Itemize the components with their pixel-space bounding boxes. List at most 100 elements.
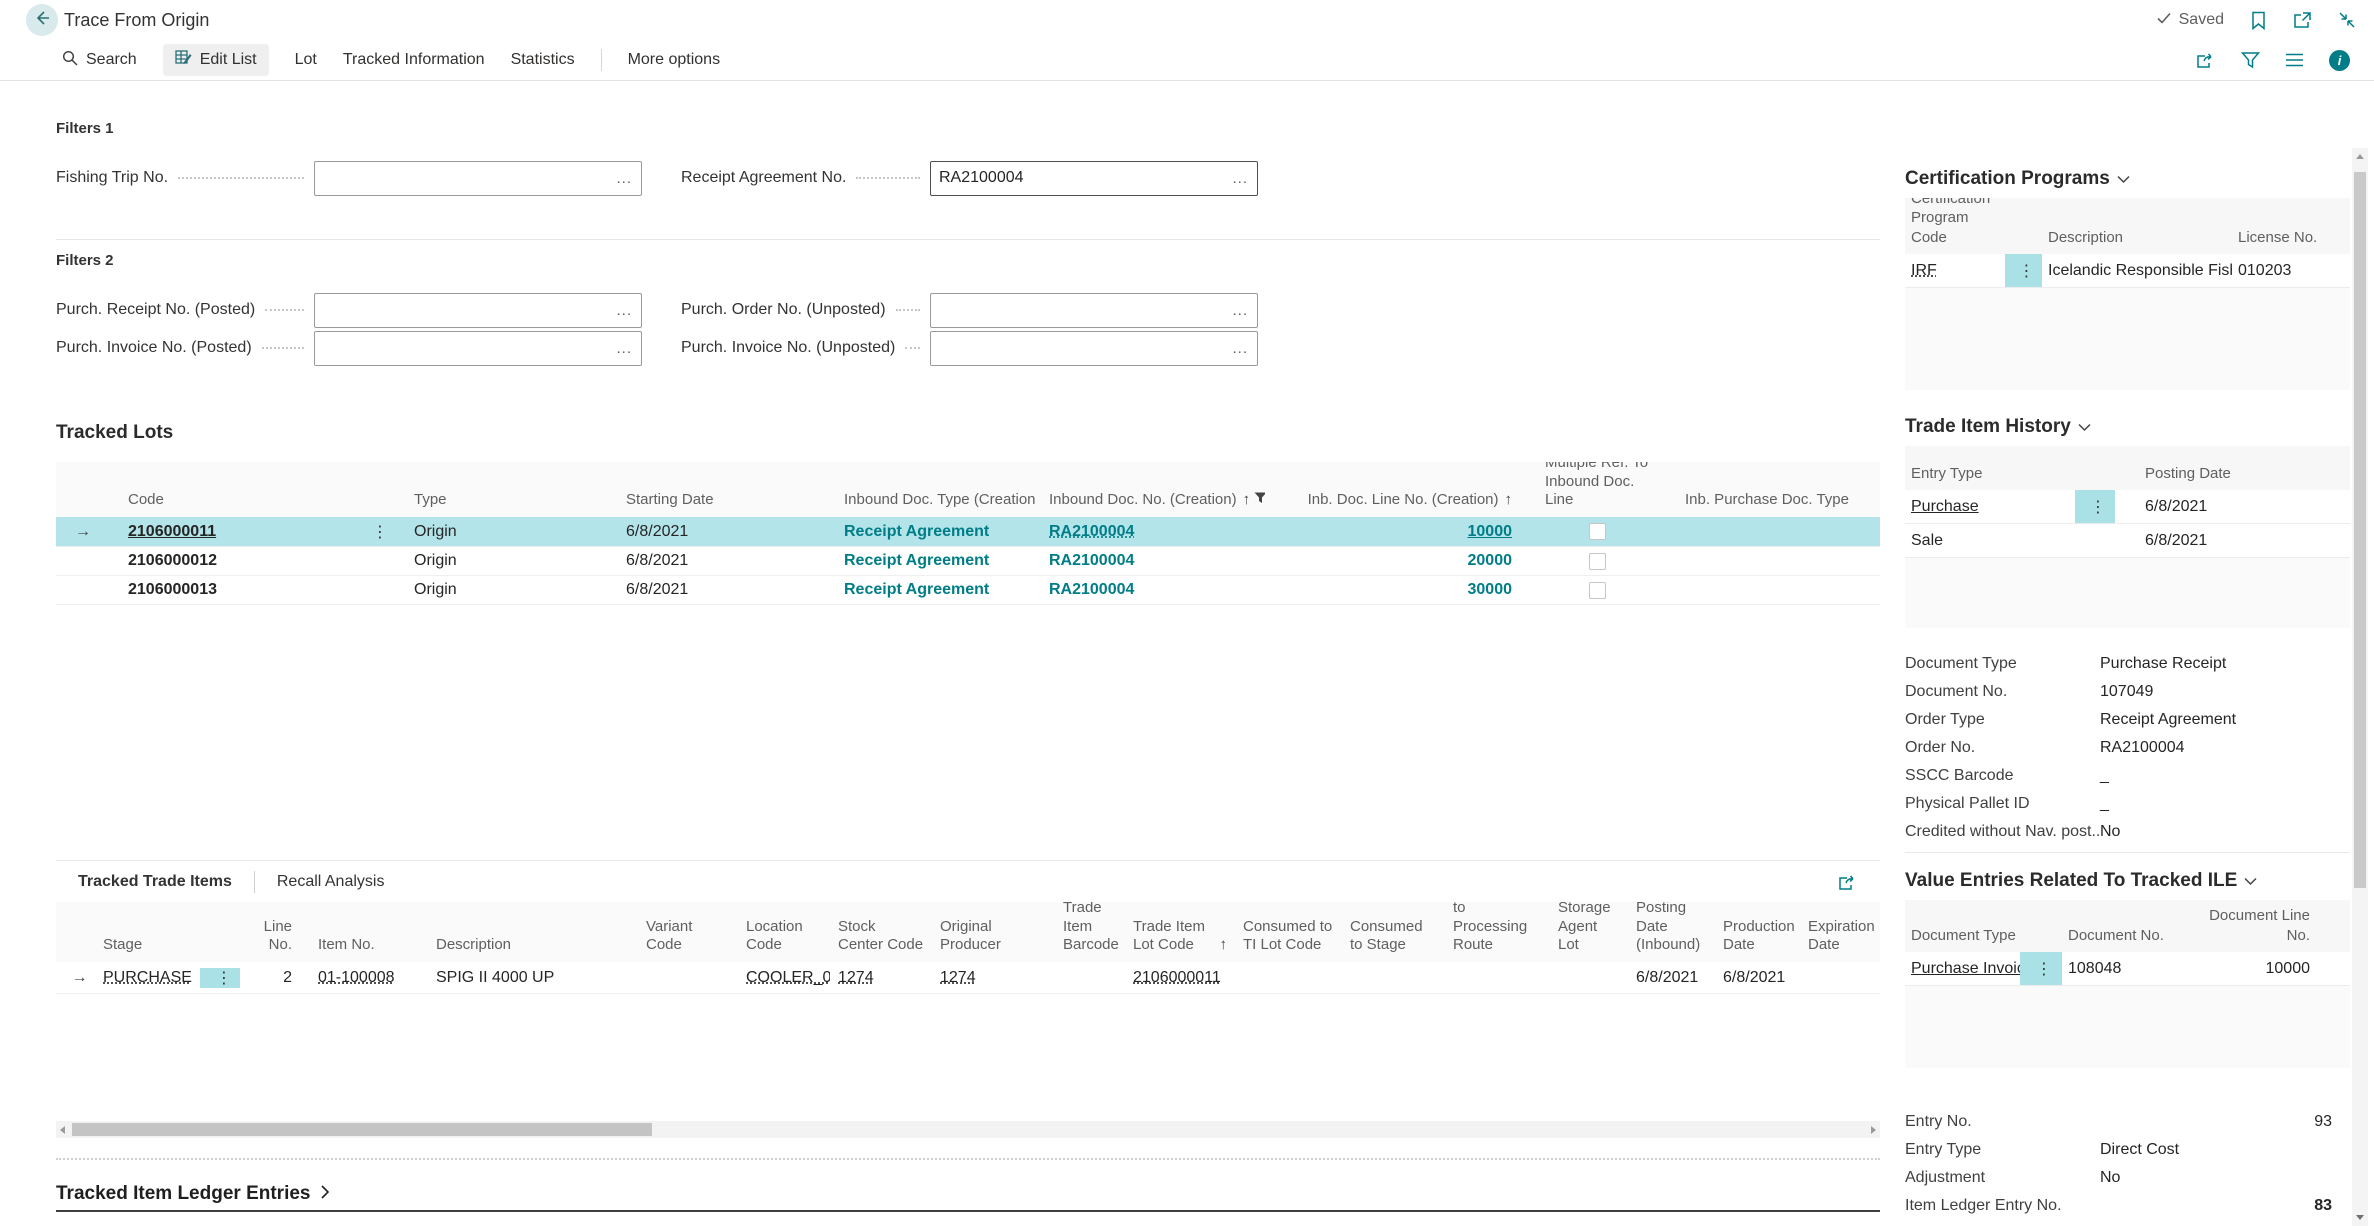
line-no-link[interactable]: 10000: [1467, 522, 1513, 540]
location-code-link[interactable]: COOLER_02: [746, 968, 830, 986]
description-cell[interactable]: SPIG II 4000 UP: [436, 968, 555, 986]
tracked-lot-row[interactable]: 2106000012 Origin 6/8/2021 Receipt Agree…: [56, 546, 1880, 575]
line-no-link[interactable]: 30000: [1467, 581, 1513, 598]
list-view-icon[interactable]: [2285, 52, 2304, 68]
scroll-right-arrow[interactable]: [1871, 1126, 1876, 1134]
certification-row[interactable]: IRF ⋮ Icelandic Responsible Fisher... 01…: [1905, 254, 2350, 288]
column-header-stock-center-code[interactable]: Stock Center Code: [838, 917, 924, 954]
value-entry-document-type-link[interactable]: Purchase Invoice: [1911, 959, 2020, 977]
physical-pallet-id-value[interactable]: _: [2100, 795, 2109, 812]
lot-type-cell[interactable]: Origin: [414, 581, 457, 598]
column-header-certification-program-code[interactable]: Certification Program Code: [1911, 198, 1991, 246]
assist-edit-button[interactable]: ...: [616, 301, 632, 319]
column-header-expiration-date[interactable]: Expiration Date: [1808, 917, 1875, 954]
column-header-consumed-to-ti-lot-code[interactable]: Consumed to TI Lot Code: [1243, 917, 1333, 954]
fishing-trip-input[interactable]: [315, 161, 608, 195]
order-no-link[interactable]: RA2100004: [2100, 739, 2185, 756]
inbound-doc-type-cell[interactable]: Receipt Agreement: [844, 552, 990, 569]
production-date-cell[interactable]: 6/8/2021: [1723, 968, 1786, 986]
tracked-lot-row[interactable]: → 2106000011 ⋮ Origin 6/8/2021 Receipt A…: [56, 517, 1880, 546]
history-row[interactable]: Sale 6/8/2021: [1905, 524, 2350, 558]
tracked-item-ledger-entries-header[interactable]: Tracked Item Ledger Entries: [56, 1178, 1880, 1212]
horizontal-scrollbar-thumb[interactable]: [72, 1123, 652, 1136]
trade-item-lot-code-link[interactable]: 2106000011: [1133, 968, 1221, 986]
multiple-ref-checkbox[interactable]: [1588, 523, 1606, 540]
certification-programs-heading[interactable]: Certification Programs: [1905, 168, 2131, 190]
column-header-posting-date-inbound[interactable]: Posting Date (Inbound): [1636, 902, 1701, 954]
lot-action[interactable]: Lot: [295, 51, 317, 69]
column-header-trade-item-lot-code[interactable]: Trade Item Lot Code ↑: [1133, 917, 1227, 954]
column-header-license-no[interactable]: License No.: [2238, 228, 2318, 246]
row-context-menu-button[interactable]: ⋮: [2020, 952, 2062, 985]
lot-type-cell[interactable]: Origin: [414, 552, 457, 569]
column-header-location-code[interactable]: Location Code: [746, 917, 803, 954]
lot-starting-date-cell[interactable]: 6/8/2021: [626, 522, 689, 540]
posting-date-cell[interactable]: 6/8/2021: [2145, 497, 2208, 515]
scroll-left-arrow[interactable]: [60, 1126, 65, 1134]
inbound-doc-no-link[interactable]: RA2100004: [1049, 581, 1135, 598]
column-header-line-no[interactable]: Inb. Doc. Line No. (Creation) ↑: [1307, 491, 1512, 509]
history-row[interactable]: Purchase ⋮ 6/8/2021: [1905, 490, 2350, 524]
info-icon[interactable]: i: [2329, 49, 2350, 71]
tab-tracked-trade-items[interactable]: Tracked Trade Items: [78, 872, 232, 890]
sscc-barcode-value[interactable]: _: [2100, 767, 2109, 784]
purch-invoice-posted-input[interactable]: [315, 331, 608, 365]
column-header-storage-agent-lot[interactable]: Storage Agent Lot: [1558, 902, 1611, 954]
inbound-doc-type-cell[interactable]: Receipt Agreement: [844, 581, 990, 598]
certification-code-link[interactable]: IRF: [1911, 261, 1937, 279]
search-action[interactable]: Search: [62, 50, 137, 71]
column-header-variant-code[interactable]: Variant Code: [646, 917, 693, 954]
stage-link[interactable]: PURCHASE: [103, 968, 192, 986]
assist-edit-button[interactable]: ...: [616, 169, 632, 187]
share-icon[interactable]: [1838, 873, 1858, 891]
column-header-production-date[interactable]: Production Date: [1723, 917, 1795, 954]
column-header-inbound-doc-type[interactable]: Inbound Doc. Type (Creation) ↑: [830, 462, 1035, 517]
receipt-agreement-input[interactable]: [931, 161, 1224, 195]
assist-edit-button[interactable]: ...: [1232, 169, 1248, 187]
lot-starting-date-cell[interactable]: 6/8/2021: [626, 552, 689, 569]
tab-recall-analysis[interactable]: Recall Analysis: [276, 872, 385, 890]
tracked-lot-row[interactable]: 2106000013 Origin 6/8/2021 Receipt Agree…: [56, 575, 1880, 604]
row-context-menu-button[interactable]: ⋮: [200, 967, 240, 988]
original-producer-link[interactable]: 1274: [940, 968, 976, 986]
column-header-multiple-ref[interactable]: Multiple Ref. To Inbound Doc. Line: [1545, 462, 1649, 509]
inbound-doc-no-link[interactable]: RA2100004: [1049, 522, 1135, 540]
lot-code-link[interactable]: 2106000012: [128, 552, 217, 569]
stock-center-link[interactable]: 1274: [838, 968, 874, 986]
purch-order-unposted-input[interactable]: [931, 293, 1224, 327]
column-header-trade-item-barcode[interactable]: Trade Item Barcode: [1063, 902, 1119, 954]
row-context-menu-button[interactable]: ⋮: [360, 522, 400, 542]
lot-type-cell[interactable]: Origin: [414, 522, 457, 540]
value-entries-heading[interactable]: Value Entries Related To Tracked ILE: [1905, 870, 2258, 892]
column-header-original-producer[interactable]: Original Producer: [940, 917, 1001, 954]
assist-edit-button[interactable]: ...: [1232, 339, 1248, 357]
share-icon[interactable]: [2196, 51, 2216, 69]
column-header-stage[interactable]: Stage: [103, 936, 143, 954]
scroll-up-arrow[interactable]: [2356, 154, 2364, 159]
statistics-action[interactable]: Statistics: [511, 51, 575, 69]
back-button[interactable]: [26, 4, 58, 36]
column-header-item-no[interactable]: Item No.: [318, 936, 375, 954]
column-header-description[interactable]: Description: [436, 936, 512, 954]
value-entry-line-no-cell[interactable]: 10000: [2265, 959, 2311, 977]
line-no-link[interactable]: 20000: [1467, 552, 1513, 569]
vertical-scrollbar[interactable]: [2352, 148, 2368, 1226]
column-header-consumed-to-stage[interactable]: Consumed to Stage: [1350, 917, 1423, 954]
column-header-line-no[interactable]: Line No.: [263, 917, 292, 954]
row-context-menu-button[interactable]: ⋮: [2075, 490, 2115, 523]
filter-icon[interactable]: [2241, 51, 2260, 69]
lot-starting-date-cell[interactable]: 6/8/2021: [626, 581, 689, 598]
multiple-ref-checkbox[interactable]: [1588, 552, 1606, 570]
inbound-doc-type-cell[interactable]: Receipt Agreement: [844, 522, 990, 540]
lot-code-link[interactable]: 2106000011: [128, 522, 217, 540]
scroll-down-arrow[interactable]: [2356, 1215, 2364, 1220]
column-header-document-no[interactable]: Document No.: [2068, 926, 2164, 944]
inbound-doc-no-link[interactable]: RA2100004: [1049, 552, 1135, 569]
collapse-icon[interactable]: [2338, 11, 2356, 29]
certification-description-cell[interactable]: Icelandic Responsible Fisher...: [2048, 261, 2232, 279]
horizontal-scrollbar[interactable]: [56, 1121, 1880, 1138]
value-entry-row[interactable]: Purchase Invoice ⋮ 108048 10000: [1905, 952, 2350, 986]
column-header-type[interactable]: Type: [414, 491, 447, 509]
bookmark-icon[interactable]: [2250, 11, 2267, 30]
entry-type-cell[interactable]: Sale: [1911, 531, 1944, 549]
